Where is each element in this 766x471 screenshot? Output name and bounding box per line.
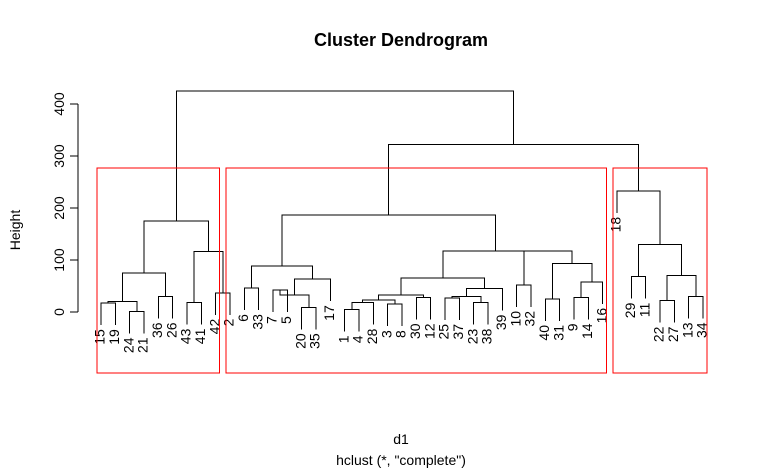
dendrogram-merge-line: [100, 302, 116, 326]
leaf-label: 21: [135, 337, 151, 353]
leaf-label: 25: [436, 324, 452, 340]
leaf-label: 30: [407, 323, 423, 339]
x-axis-title: d1: [393, 431, 409, 447]
y-axis-tick-label: 200: [51, 196, 67, 220]
dendrogram-merge-line: [344, 308, 360, 332]
dendrogram-merge-line: [516, 284, 532, 307]
leaf-label: 35: [307, 333, 323, 349]
leaf-label: 31: [550, 325, 566, 341]
leaf-label: 43: [178, 328, 194, 344]
y-axis-tick-label: 300: [51, 144, 67, 168]
leaf-label: 22: [651, 326, 667, 342]
leaf-label: 8: [393, 330, 409, 338]
leaf-label: 41: [192, 328, 208, 344]
dendrogram-merge-line: [573, 296, 589, 320]
dendrogram-merge-line: [193, 251, 224, 303]
leaf-label: 12: [421, 323, 437, 339]
leaf-label: 19: [106, 329, 122, 345]
leaf-label: 24: [120, 337, 136, 353]
leaf-label: 9: [565, 323, 581, 331]
leaf-label: 11: [636, 302, 652, 317]
dendrogram-merge-line: [552, 263, 593, 299]
dendrogram-merge-line: [294, 278, 331, 302]
leaf-label: 6: [235, 314, 251, 322]
leaf-label: 1: [335, 335, 351, 343]
dendrogram-merge-line: [388, 144, 639, 215]
leaf-label: 39: [493, 314, 509, 330]
leaf-label: 40: [536, 325, 552, 341]
dendrogram-merge-line: [400, 277, 485, 295]
dendrogram-merge-line: [175, 90, 515, 221]
dendrogram-merge-line: [215, 292, 231, 315]
dendrogram-merge-line: [473, 302, 489, 325]
dendrogram-merge-line: [451, 295, 482, 303]
leaf-label: 13: [679, 322, 695, 338]
leaf-label: 3: [378, 330, 394, 338]
dendrogram-merge-line: [688, 295, 704, 319]
chart-title: Cluster Dendrogram: [314, 30, 488, 50]
cluster-1-box: [96, 167, 221, 374]
leaf-label: 27: [665, 326, 681, 342]
y-axis-tick-label: 0: [51, 308, 67, 316]
leaf-label: 4: [350, 335, 366, 343]
dendrogram-merge-line: [544, 298, 561, 321]
leaf-label: 36: [149, 322, 165, 338]
dendrogram-merge-line: [387, 303, 403, 327]
cluster-3-box: [612, 167, 708, 374]
dendrogram-merge-line: [362, 299, 396, 305]
x-axis-subtitle: hclust (*, "complete"): [336, 452, 466, 468]
dendrogram-merge-line: [523, 250, 573, 285]
leaf-label: 33: [249, 314, 265, 330]
dendrogram-merge-line: [251, 265, 313, 289]
leaf-label: 2: [221, 319, 237, 327]
cluster-2-box: [225, 167, 608, 374]
dendrogram-merge-line: [442, 250, 549, 279]
dendrogram-merge-line: [281, 214, 496, 267]
dendrogram-merge-line: [638, 243, 682, 277]
dendrogram-merge-line: [122, 272, 166, 302]
leaf-label: 20: [292, 333, 308, 349]
dendrogram-merge-line: [659, 300, 675, 323]
leaf-label: 14: [579, 323, 595, 339]
leaf-label: 16: [593, 308, 609, 324]
dendrogram-merge-line: [186, 302, 202, 325]
leaf-label: 37: [450, 324, 466, 340]
dendrogram-merge-line: [301, 306, 317, 330]
dendrogram-merge-line: [143, 220, 209, 273]
leaf-label: 26: [163, 322, 179, 338]
leaf-label: 42: [206, 319, 222, 335]
dendrogram-merge-line: [415, 296, 432, 320]
leaf-label: 23: [464, 328, 480, 344]
dendrogram-merge-line: [157, 295, 174, 319]
leaf-label-group: 1519242136264341422633752035171428383012…: [92, 217, 710, 353]
leaf-label: 38: [479, 328, 495, 344]
y-axis-title: Height: [7, 210, 23, 251]
leaf-label: 28: [364, 328, 380, 344]
leaf-label: 15: [92, 329, 108, 345]
dendrogram-merge-line: [444, 297, 460, 320]
leaf-label: 34: [694, 322, 710, 338]
dendrogram-merge-line: [580, 281, 604, 304]
leaf-label: 32: [522, 311, 538, 327]
dendrogram-merge-line: [630, 276, 647, 299]
leaf-label: 10: [507, 311, 523, 327]
leaf-label: 17: [321, 305, 337, 321]
dendrogram-merge-line: [129, 310, 145, 334]
y-axis-group: 0 100 200 300 400: [51, 92, 79, 316]
leaf-label: 18: [608, 217, 624, 233]
leaf-label: 5: [278, 316, 294, 324]
dendrogram-merge-line: [243, 287, 260, 311]
leaf-label: 7: [264, 316, 280, 324]
y-axis-tick-label: 400: [51, 92, 67, 116]
dendrogram-merge-line: [351, 302, 374, 325]
y-axis-tick-label: 100: [51, 248, 67, 272]
cluster-box-group: [96, 167, 708, 374]
leaf-label: 29: [622, 302, 638, 318]
dendrogram-merge-line: [466, 288, 503, 311]
